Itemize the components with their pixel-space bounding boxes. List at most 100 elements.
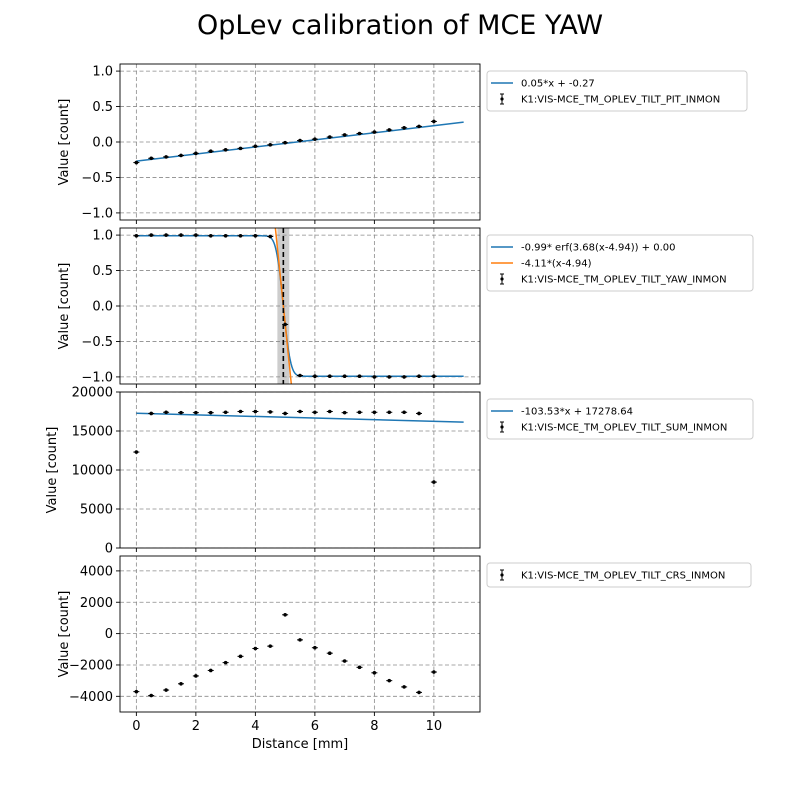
point-marker <box>283 411 287 416</box>
point-marker <box>223 660 228 665</box>
data-point <box>148 233 155 237</box>
point-marker <box>342 410 347 415</box>
data-point <box>133 450 140 454</box>
data-point <box>252 409 259 414</box>
y-tick-label: 0.0 <box>92 300 113 315</box>
point-marker <box>223 234 228 238</box>
data-point <box>282 322 289 327</box>
point-marker <box>432 480 436 484</box>
point-marker <box>342 659 347 663</box>
data-point <box>386 375 393 379</box>
data-point <box>207 410 214 415</box>
point-marker <box>238 234 243 238</box>
point-marker <box>253 646 258 651</box>
y-tick-label: 4000 <box>80 564 113 579</box>
point-marker <box>194 151 198 156</box>
data-point <box>163 688 170 692</box>
point-marker <box>432 670 436 674</box>
data-point <box>282 140 289 145</box>
point-marker <box>402 685 406 689</box>
data-point <box>386 410 393 415</box>
point-marker <box>432 374 436 379</box>
point-marker <box>342 133 347 137</box>
data-point <box>326 409 333 414</box>
data-point <box>311 645 318 650</box>
panel-4: −4000 −2000 0 2000 4000 Value [count] K1:VIS-M… <box>57 555 752 752</box>
x-tick-label: 6 <box>311 719 319 734</box>
point-marker <box>402 410 406 415</box>
point-marker <box>134 160 139 165</box>
data-point <box>177 681 184 686</box>
legend-marker <box>500 277 504 281</box>
legend: -103.53*x + 17278.64 K1:VIS-MCE_TM_OPLEV_… <box>486 398 754 440</box>
point-marker <box>179 681 183 686</box>
y-tick-label: −1.0 <box>81 370 113 385</box>
data-point <box>326 374 333 379</box>
point-marker <box>208 410 213 415</box>
panel-plot-area <box>120 228 480 384</box>
point-marker <box>194 233 198 237</box>
point-marker <box>134 689 139 694</box>
data-point <box>356 131 363 136</box>
data-point <box>282 411 289 416</box>
legend-box <box>486 562 752 588</box>
legend-label: 0.05*x + -0.27 <box>521 79 595 90</box>
point-marker <box>327 374 332 379</box>
legend-box <box>486 398 754 440</box>
y-tick-label: −2000 <box>69 658 113 673</box>
point-marker <box>238 146 243 151</box>
point-marker <box>149 693 154 698</box>
y-axis-label: Value [count] <box>57 99 72 186</box>
data-point <box>341 659 348 663</box>
y-tick-label: −4000 <box>69 690 113 705</box>
data-point <box>371 671 378 675</box>
data-point <box>207 234 214 238</box>
point-marker <box>357 131 362 136</box>
panel-plot-area <box>120 64 480 220</box>
x-axis-label: Distance [mm] <box>252 737 348 752</box>
data-point <box>192 674 199 678</box>
legend: -0.99* erf(3.68(x-4.94)) + 0.00 -4.11*(x-… <box>486 234 754 292</box>
point-marker <box>164 688 168 692</box>
data-point <box>341 410 348 415</box>
data-point <box>133 160 140 165</box>
point-marker <box>164 233 168 237</box>
y-axis-label: Value [count] <box>57 263 72 350</box>
data-point <box>222 148 229 152</box>
data-point <box>430 374 437 379</box>
legend-marker <box>500 97 504 101</box>
point-marker <box>179 410 183 415</box>
y-tick-label: 2000 <box>80 596 113 611</box>
data-point <box>133 689 140 694</box>
y-tick-label: 10000 <box>72 464 113 479</box>
point-marker <box>283 612 287 617</box>
data-point <box>222 410 229 415</box>
x-tick-label: 4 <box>251 719 259 734</box>
legend-marker <box>500 425 504 429</box>
point-marker <box>313 645 317 650</box>
data-point <box>252 646 259 651</box>
point-marker <box>357 374 362 379</box>
point-marker <box>208 149 213 154</box>
data-point <box>371 375 378 379</box>
data-point <box>401 126 408 130</box>
x-tick-label: 2 <box>192 719 200 734</box>
legend-label: -4.11*(x-4.94) <box>521 259 592 270</box>
y-axis-label: Value [count] <box>45 427 60 514</box>
point-marker <box>387 128 392 132</box>
point-marker <box>313 374 317 379</box>
y-tick-label: 0.5 <box>92 100 113 115</box>
data-point <box>326 651 333 656</box>
point-marker <box>357 665 362 670</box>
data-point <box>267 644 274 648</box>
point-marker <box>402 126 406 130</box>
point-marker <box>298 373 302 378</box>
point-marker <box>208 234 213 238</box>
point-marker <box>253 234 258 238</box>
panel-1: −1.0 −0.5 0.0 0.5 1.0 Value [count] 0.05*x + -… <box>57 63 748 224</box>
point-marker <box>387 375 392 379</box>
data-point <box>222 234 229 238</box>
data-point <box>207 149 214 154</box>
data-point <box>401 375 408 379</box>
data-point <box>386 678 393 683</box>
